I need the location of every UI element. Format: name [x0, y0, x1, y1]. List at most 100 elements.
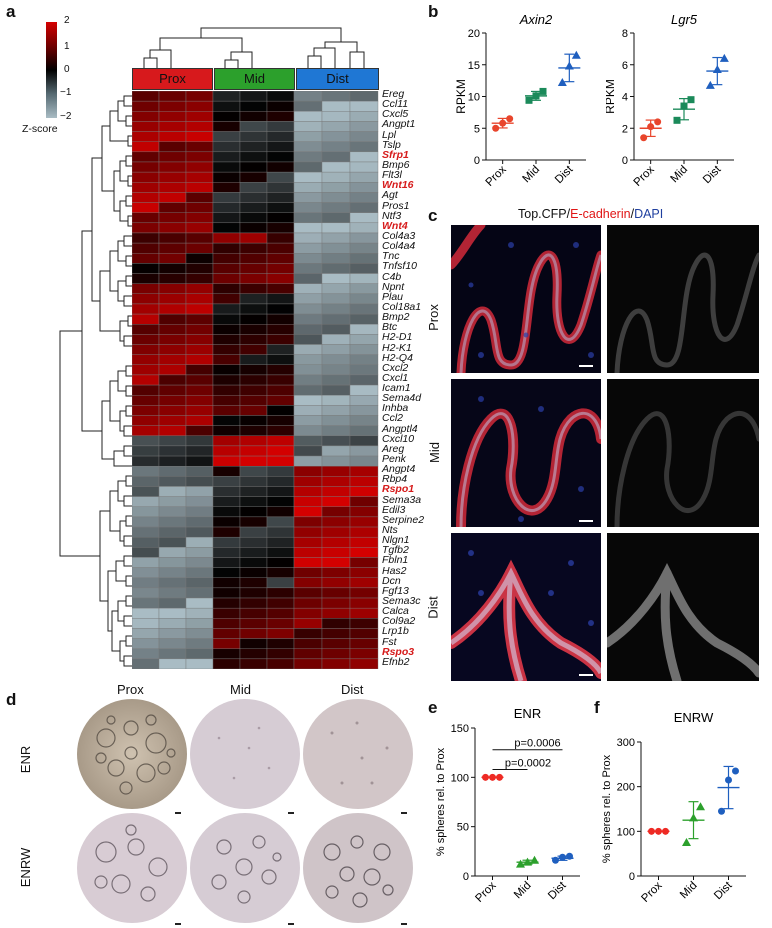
heatmap-cell	[349, 182, 379, 193]
data-point	[559, 853, 566, 861]
heatmap-cell	[185, 334, 214, 345]
gene-label: Icam1	[382, 382, 411, 395]
gene-label: Tnfsf10	[382, 260, 418, 273]
heatmap-cell	[349, 597, 379, 609]
heatmap-cell	[321, 648, 351, 660]
gene-label: Sema3c	[382, 595, 421, 608]
heatmap-cell	[293, 415, 323, 426]
heatmap-cell	[293, 253, 323, 264]
y-tick-label: 0	[622, 155, 628, 167]
chart-enrw: ENRW % spheres rel. to Prox 0 100 200 300 Prox…	[601, 710, 746, 905]
heatmap-cell	[185, 455, 214, 467]
heatmap-cell	[321, 171, 351, 183]
heatmap-cell	[266, 111, 295, 122]
heatmap-cell	[349, 526, 379, 538]
gene-label: Calca	[382, 605, 409, 618]
heatmap-cell	[132, 374, 160, 386]
heatmap-cell	[158, 587, 187, 599]
heatmap-cell	[293, 334, 323, 345]
heatmap-cell	[349, 111, 379, 122]
gene-label: Tgfb2	[382, 544, 409, 557]
heatmap-cell	[158, 638, 187, 649]
colorbar-tick: −2	[60, 111, 72, 122]
brightfield-enr-prox	[77, 699, 187, 809]
heatmap-cell	[239, 374, 268, 386]
heatmap-cell	[158, 354, 187, 365]
heatmap-cell	[185, 587, 214, 599]
heatmap-cell	[239, 131, 268, 142]
data-point	[482, 773, 489, 781]
heatmap-cell	[158, 384, 187, 396]
heatmap-cell	[321, 435, 351, 447]
heatmap-cell	[185, 506, 214, 518]
heatmap-cell	[212, 496, 241, 507]
y-tick-label: 20	[468, 28, 480, 40]
y-tick-label: 4	[622, 92, 628, 104]
gene-label: Angpt1	[382, 118, 416, 131]
data-point	[557, 78, 567, 87]
heatmap-cell	[293, 516, 323, 528]
heatmap-cell	[349, 313, 379, 325]
heatmap-cell	[132, 415, 160, 426]
gene-label: Nlgn1	[382, 534, 410, 547]
heatmap-cell	[266, 324, 295, 335]
panel-c-title-part: E-cadherin	[570, 207, 631, 221]
heatmap-cell	[266, 638, 295, 649]
row-label: Prox	[425, 304, 441, 331]
heatmap-cell	[266, 131, 295, 142]
heatmap-cell	[349, 618, 379, 629]
heatmap-cell	[266, 425, 295, 436]
heatmap-cell	[132, 202, 160, 213]
heatmap-cell	[185, 212, 214, 224]
heatmap-cell	[132, 141, 160, 153]
heatmap-cell	[158, 344, 187, 355]
heatmap-cell	[239, 435, 268, 447]
scale-bar	[401, 923, 407, 925]
heatmap-cell	[158, 151, 187, 163]
heatmap-cell	[239, 283, 268, 295]
heatmap-cell	[293, 648, 323, 660]
heatmap-cell	[158, 547, 187, 558]
data-point	[655, 827, 662, 835]
heatmap-cell	[185, 526, 214, 538]
heatmap-cell	[212, 658, 241, 669]
gene-label: Areg	[382, 442, 405, 455]
gene-label: H2-K1	[382, 341, 412, 354]
heatmap-cell	[212, 293, 241, 305]
heatmap-cell	[158, 131, 187, 142]
x-tick-label: Mid	[669, 164, 691, 186]
heatmap-cell	[185, 273, 214, 284]
gene-label: Ccl11	[382, 98, 409, 111]
heatmap-cell	[266, 395, 295, 406]
gene-label: Cxcl2	[382, 361, 409, 374]
heatmap-cell	[349, 192, 379, 203]
heatmap-cell	[158, 577, 187, 589]
heatmap-cell	[185, 344, 214, 355]
heatmap-cell	[349, 293, 379, 305]
heatmap-cell	[349, 425, 379, 436]
heatmap-cell	[349, 151, 379, 163]
heatmap-cell	[158, 283, 187, 295]
heatmap-cell	[266, 202, 295, 213]
heatmap-cell	[349, 131, 379, 142]
x-tick-label: Dist	[546, 879, 569, 902]
heatmap-cell	[158, 395, 187, 406]
heatmap-cell	[132, 171, 160, 183]
panel-label-b: b	[428, 2, 439, 21]
heatmap-cell	[132, 638, 160, 649]
data-point	[532, 92, 540, 100]
heatmap-cell	[266, 557, 295, 568]
heatmap-cell	[239, 303, 268, 315]
heatmap-cell	[185, 374, 214, 386]
heatmap-cell	[349, 141, 379, 153]
heatmap-cell	[158, 182, 187, 193]
heatmap-cell	[321, 192, 351, 203]
heatmap-cell	[321, 364, 351, 376]
panel-label-f: f	[594, 698, 600, 717]
chart-axin2: Axin2 RPKM 0 5 10 15 20 Prox Mid Dist	[455, 12, 586, 189]
heatmap-cell	[321, 182, 351, 193]
heatmap-cell	[185, 516, 214, 528]
heatmap-cell	[349, 628, 379, 639]
heatmap-cell	[349, 648, 379, 660]
heatmap-cell	[349, 253, 379, 264]
